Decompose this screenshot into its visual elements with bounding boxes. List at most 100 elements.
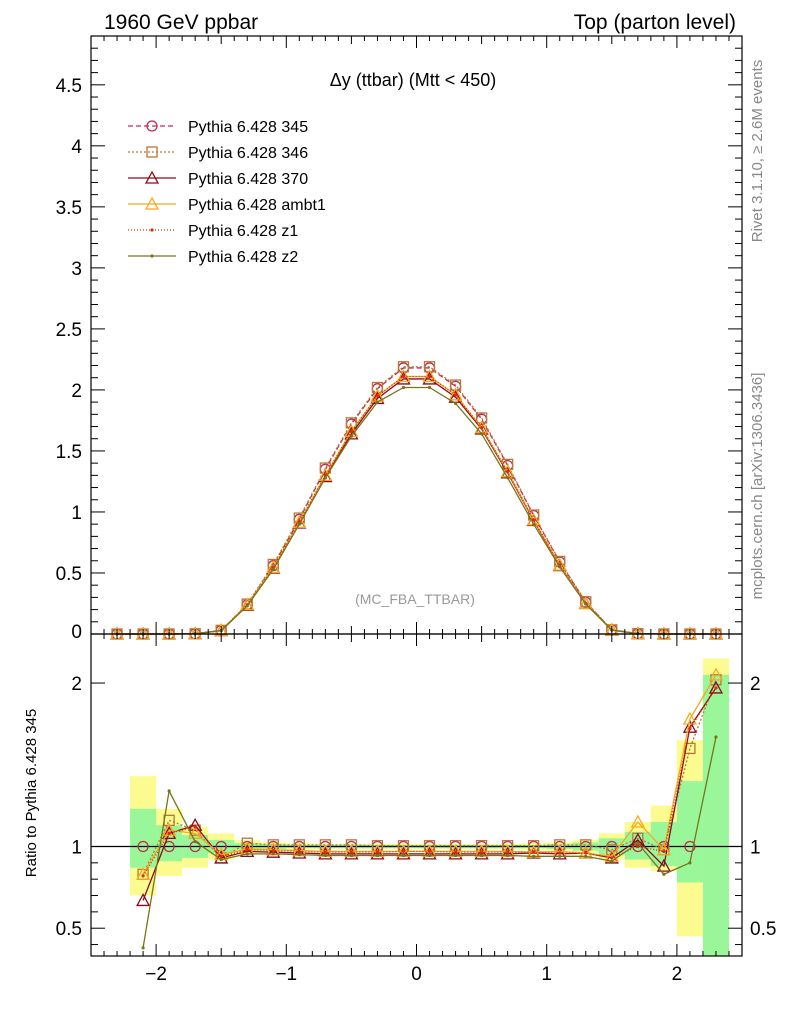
ratio-point-4 [349, 850, 353, 854]
legend-swatch-marker [146, 120, 158, 132]
watermark: (MC_FBA_TTBAR) [355, 591, 475, 607]
series-point-5 [297, 522, 301, 526]
ratio-point-0 [137, 840, 149, 853]
series-point-5 [401, 385, 406, 390]
ratio-point-5 [401, 853, 406, 858]
ratio-point-5 [506, 853, 510, 858]
ratio-point-4 [453, 850, 458, 854]
ratio-point-5 [662, 872, 666, 876]
series-point-4 [375, 394, 380, 398]
ratio-point-4 [193, 825, 197, 829]
ratio-point-5 [141, 946, 145, 950]
y-tick-label: 0.5 [56, 564, 82, 585]
ratio-point-5 [532, 854, 536, 858]
ratio-point-4 [688, 727, 692, 731]
ratio-point-4 [427, 849, 432, 853]
ratio-point-1 [580, 839, 592, 851]
ratio-line-1 [142, 679, 717, 875]
rivet-label: Rivet 3.1.10, ≥ 2.6M events [749, 60, 766, 243]
series-point-4 [349, 429, 353, 434]
series-point-5 [453, 401, 458, 405]
ratio-point-4 [401, 849, 406, 853]
header-left: 1960 GeV ppbar [104, 11, 258, 34]
series-point-5 [323, 476, 327, 480]
ratio-point-2 [396, 846, 411, 860]
series-point-4 [506, 470, 510, 474]
ratio-point-4 [271, 848, 275, 853]
ratio-point-3 [630, 814, 645, 828]
ratio-point-4 [297, 849, 301, 853]
legend-label: Pythia 6.428 345 [188, 119, 308, 136]
x-tick-label: 0 [411, 964, 422, 985]
mcplots-label: mcplots.cern.ch [arXiv:1306.3436] [749, 373, 766, 600]
ratio-point-2 [708, 680, 724, 694]
ratio-point-5 [584, 854, 588, 858]
series-point-3 [266, 560, 281, 574]
ratio-band-inner [676, 781, 703, 883]
ratio-point-2 [240, 844, 255, 858]
ratio-point-4 [167, 831, 171, 836]
y-tick-label: 4 [71, 137, 82, 158]
ratio-y-tick-label-right: 2 [750, 674, 761, 695]
series-point-5 [480, 432, 484, 436]
ratio-point-1 [684, 742, 696, 755]
legend-label: Pythia 6.428 ambt1 [188, 197, 326, 214]
ratio-point-5 [375, 853, 380, 858]
legend-label: Pythia 6.428 370 [188, 171, 308, 188]
ratio-ylabel: Ratio to Pythia 6.428 345 [23, 709, 40, 877]
ratio-y-tick-label-left: 1 [71, 837, 82, 858]
ratio-point-5 [323, 853, 327, 858]
y-tick-label: 2 [71, 381, 82, 402]
ratio-point-5 [480, 853, 484, 858]
ratio-point-5 [297, 853, 301, 857]
ratio-point-5 [714, 735, 718, 739]
ratio-point-5 [427, 853, 432, 858]
y-tick-label: 3 [71, 259, 82, 280]
legend-swatch-marker [150, 228, 154, 232]
ratio-point-2 [682, 719, 698, 733]
y-tick-label: 3.5 [56, 198, 82, 219]
legend-swatch-marker [144, 196, 160, 210]
series-point-4 [401, 374, 406, 379]
ratio-point-2 [266, 844, 281, 858]
y-tick-label: 4.5 [56, 76, 82, 97]
ratio-y-tick-label-left: 0.5 [56, 919, 82, 940]
ratio-band-inner [130, 808, 157, 868]
y-tick-label: 1.5 [56, 442, 82, 463]
ratio-point-4 [558, 851, 562, 855]
ratio-point-5 [558, 854, 562, 858]
ratio-point-3 [708, 667, 724, 681]
series-point-3 [240, 597, 255, 611]
series-point-4 [453, 393, 458, 397]
ratio-point-2 [422, 846, 437, 860]
series-point-3 [318, 467, 333, 481]
ratio-point-5 [688, 861, 692, 865]
ratio-point-4 [636, 844, 640, 849]
ratio-point-2 [552, 846, 567, 860]
series-point-5 [584, 602, 588, 606]
chart-title: Δy (ttbar) (Mtt < 450) [330, 70, 497, 90]
ratio-band-inner [702, 674, 729, 956]
legend-label: Pythia 6.428 z1 [188, 223, 298, 240]
series-point-3 [422, 369, 437, 383]
ratio-point-5 [219, 857, 223, 862]
series-point-5 [506, 476, 510, 480]
ratio-point-3 [135, 866, 151, 880]
ratio-point-1 [345, 839, 358, 851]
ratio-point-2 [292, 845, 307, 859]
ratio-point-0 [684, 840, 696, 853]
series-point-5 [558, 565, 562, 569]
x-tick-label: 2 [672, 964, 683, 985]
ratio-y-tick-label-right: 1 [750, 837, 761, 858]
ratio-point-1 [319, 839, 332, 851]
header-right: Top (parton level) [574, 11, 736, 34]
ratio-point-3 [578, 845, 593, 859]
ratio-point-4 [662, 849, 666, 853]
legend-swatch-marker [150, 254, 154, 258]
ratio-point-2 [656, 858, 671, 872]
chart-title-text: Δy (ttbar) (Mtt < 450) [330, 70, 497, 90]
ratio-point-3 [656, 842, 671, 856]
ratio-point-4 [532, 850, 536, 854]
y-tick-label-zero: 0 [71, 622, 82, 643]
